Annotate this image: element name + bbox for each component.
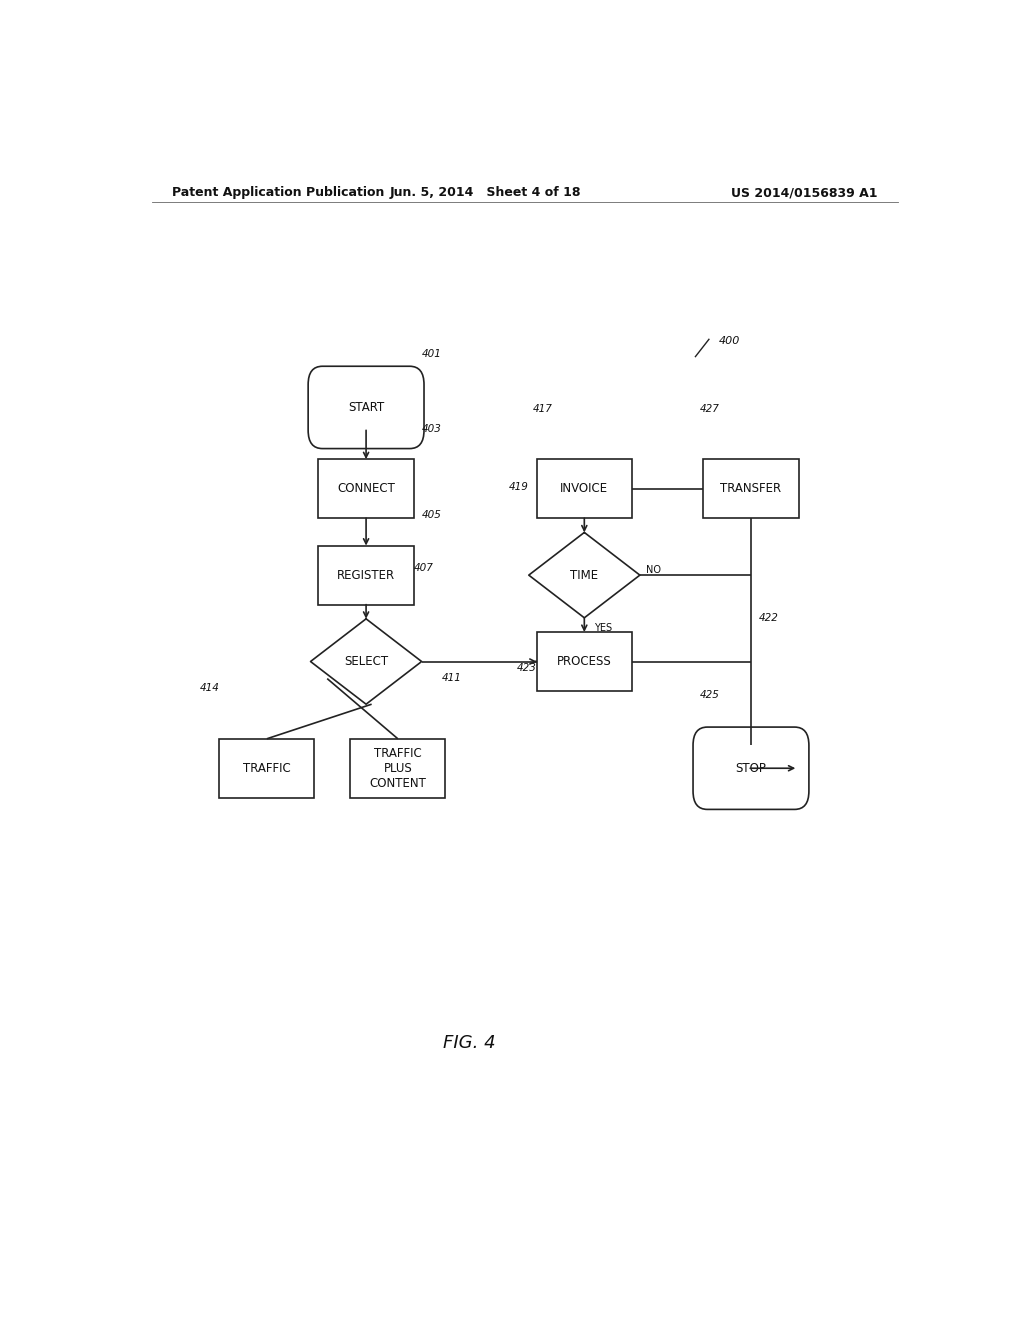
Bar (537, 632, 632, 690)
Text: 417: 417 (532, 404, 553, 413)
Text: STOP: STOP (735, 762, 766, 775)
Text: YES: YES (594, 623, 612, 632)
Text: 419: 419 (509, 482, 528, 492)
Text: Jun. 5, 2014   Sheet 4 of 18: Jun. 5, 2014 Sheet 4 of 18 (389, 186, 581, 199)
Bar (350, 739, 445, 797)
Text: 425: 425 (699, 689, 719, 700)
Text: 423: 423 (517, 663, 537, 673)
Bar (318, 459, 414, 519)
Bar (318, 545, 414, 605)
Text: FIG. 4: FIG. 4 (443, 1034, 496, 1052)
Text: 422: 422 (759, 614, 779, 623)
Text: 407: 407 (414, 564, 433, 573)
Text: 403: 403 (422, 424, 441, 434)
Text: INVOICE: INVOICE (560, 482, 608, 495)
Text: NO: NO (646, 565, 662, 576)
Text: TRANSFER: TRANSFER (721, 482, 781, 495)
Text: 427: 427 (699, 404, 719, 413)
Text: 400: 400 (719, 337, 740, 346)
Bar (537, 459, 632, 519)
Text: 405: 405 (422, 511, 441, 520)
Text: TIME: TIME (570, 569, 598, 582)
Text: 414: 414 (200, 682, 219, 693)
Text: 401: 401 (422, 348, 441, 359)
Text: REGISTER: REGISTER (337, 569, 395, 582)
Text: SELECT: SELECT (344, 655, 388, 668)
FancyBboxPatch shape (308, 366, 424, 449)
Text: Patent Application Publication: Patent Application Publication (172, 186, 384, 199)
Text: START: START (348, 401, 384, 414)
Text: 411: 411 (441, 673, 462, 682)
Text: TRAFFIC
PLUS
CONTENT: TRAFFIC PLUS CONTENT (370, 747, 426, 789)
FancyBboxPatch shape (693, 727, 809, 809)
Text: TRAFFIC: TRAFFIC (243, 762, 291, 775)
Text: US 2014/0156839 A1: US 2014/0156839 A1 (731, 186, 878, 199)
Text: PROCESS: PROCESS (557, 655, 611, 668)
Bar (703, 459, 799, 519)
Bar (219, 739, 314, 797)
Text: CONNECT: CONNECT (337, 482, 395, 495)
